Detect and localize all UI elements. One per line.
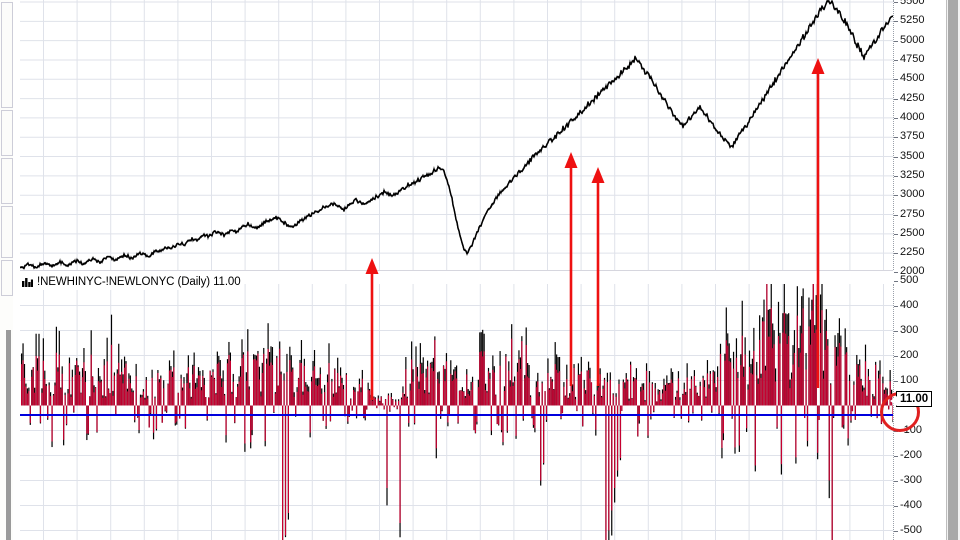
y-axis-tick-mark: [894, 530, 898, 532]
y-axis-tick-label: -200: [900, 448, 923, 461]
y-axis-tick-label: 4250: [900, 91, 925, 104]
y-axis-tick-mark: [894, 272, 898, 274]
y-axis-tick-label: 3250: [900, 168, 925, 181]
y-axis-tick-label: 2250: [900, 246, 925, 259]
y-axis-tick-mark: [894, 330, 898, 332]
legend-label: !NEWHINYC-!NEWLONYC (Daily) 11.00: [37, 276, 241, 288]
y-axis-tick-mark: [894, 480, 898, 482]
y-axis-tick-label: 5500: [900, 0, 925, 7]
y-axis-tick-label: 100: [900, 373, 919, 386]
zero-reference-line: [20, 414, 893, 416]
vertical-scrollbar-thumb[interactable]: [948, 0, 958, 540]
y-axis-tick-label: 400: [900, 298, 919, 311]
y-axis-tick-mark: [894, 175, 898, 177]
y-axis-tick-mark: [894, 505, 898, 507]
rail-panel-2[interactable]: [1, 110, 13, 156]
breadth-histogram-bars: [21, 284, 893, 540]
y-axis-tick-label: 4500: [900, 72, 925, 85]
rail-panel-1[interactable]: [1, 2, 13, 108]
y-axis-tick-label: -100: [900, 423, 923, 436]
y-axis-tick-label: 2000: [900, 265, 925, 278]
rail-panel-5[interactable]: [1, 260, 13, 296]
y-axis-tick-mark: [894, 79, 898, 81]
left-toolbar-rail: [0, 0, 14, 540]
y-axis-tick-label: 3500: [900, 149, 925, 162]
y-axis-tick-mark: [894, 98, 898, 100]
y-axis-tick-label: 5000: [900, 33, 925, 46]
y-axis-tick-mark: [894, 355, 898, 357]
y-axis-tick-mark: [894, 253, 898, 255]
chart-legend[interactable]: !NEWHINYC-!NEWLONYC (Daily) 11.00: [20, 274, 241, 290]
y-axis-tick-mark: [894, 156, 898, 158]
breadth-histogram-plot-area[interactable]: [20, 284, 893, 540]
y-axis-tick-label: -500: [900, 523, 923, 536]
y-axis-tick-mark: [894, 233, 898, 235]
y-axis-tick-label: 2500: [900, 226, 925, 239]
price-chart-gridlines: [20, 0, 893, 270]
y-axis-tick-mark: [894, 455, 898, 457]
y-axis-tick-mark: [894, 137, 898, 139]
bar-chart-icon: [22, 278, 33, 287]
price-chart-plot-area[interactable]: [20, 0, 893, 270]
y-axis-tick-label: -300: [900, 473, 923, 486]
y-axis-tick-label: 2750: [900, 207, 925, 220]
left-gutter: [13, 0, 20, 540]
y-axis-tick-label: 4750: [900, 52, 925, 65]
price-tag-pointer: [890, 396, 897, 406]
last-value-price-tag: 11.00: [896, 391, 933, 407]
y-axis-tick-mark: [894, 195, 898, 197]
y-axis-tick-mark: [894, 2, 898, 3]
y-axis-tick-label: -400: [900, 498, 923, 511]
rail-panel-3[interactable]: [1, 158, 13, 204]
y-axis-tick-mark: [894, 380, 898, 382]
y-axis-tick-label: 500: [900, 273, 919, 286]
y-axis-tick-mark: [894, 59, 898, 61]
y-axis-tick-mark: [894, 305, 898, 307]
y-axis-tick-label: 5250: [900, 14, 925, 27]
price-y-axis: 5500 5250 5000 4750 4500 4250 4000 3750 3500 3250…: [893, 0, 947, 277]
y-axis-tick-mark: [894, 40, 898, 42]
y-axis-tick-label: 200: [900, 348, 919, 361]
rail-panel-4[interactable]: [1, 206, 13, 258]
y-axis-tick-label: 3000: [900, 188, 925, 201]
y-axis-tick-mark: [894, 214, 898, 216]
y-axis-tick-label: 3750: [900, 130, 925, 143]
price-line-series: [20, 0, 893, 270]
y-axis-tick-label: 4000: [900, 110, 925, 123]
y-axis-tick-mark: [894, 117, 898, 119]
y-axis-tick-mark: [894, 280, 898, 282]
left-scroll-shade[interactable]: [6, 330, 11, 540]
y-axis-tick-mark: [894, 21, 898, 23]
y-axis-tick-label: 300: [900, 323, 919, 336]
